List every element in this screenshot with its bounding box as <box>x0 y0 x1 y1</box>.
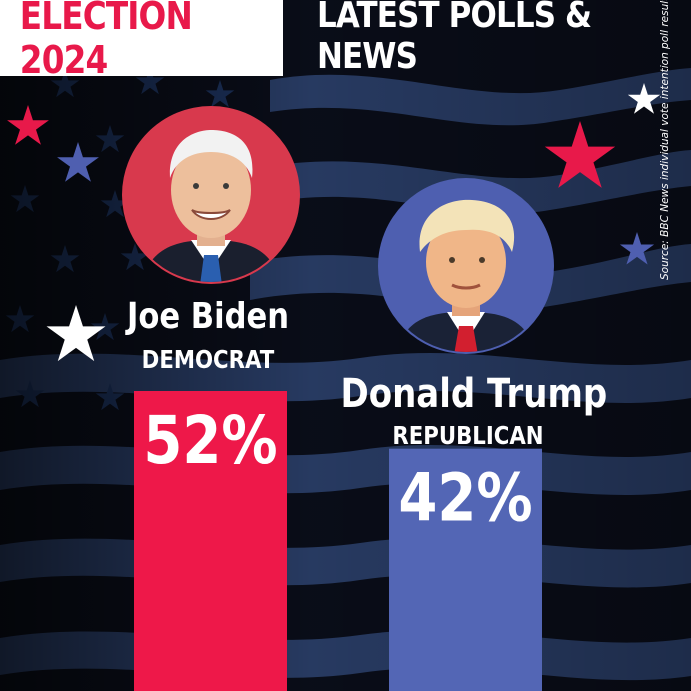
header-title: ELECTION 2024 <box>19 0 193 82</box>
bar-biden <box>134 391 287 691</box>
candidate-name-trump: Donald Trump <box>340 371 608 417</box>
candidate-party-biden: DEMOCRAT <box>141 345 275 374</box>
header-subtitle: LATEST POLLS & NEWS <box>316 0 592 77</box>
biden-portrait-icon <box>122 106 300 284</box>
candidate-party-trump: REPUBLICAN <box>392 421 544 450</box>
trump-portrait-icon <box>378 178 554 354</box>
bar-label-biden: 52% <box>143 403 277 480</box>
bar-label-trump: 42% <box>398 460 532 537</box>
bar-trump <box>389 448 542 691</box>
source-note-text: Source: BBC News individual vote intenti… <box>659 0 671 280</box>
header-badge <box>0 0 283 76</box>
candidate-name-biden: Joe Biden <box>126 296 290 337</box>
